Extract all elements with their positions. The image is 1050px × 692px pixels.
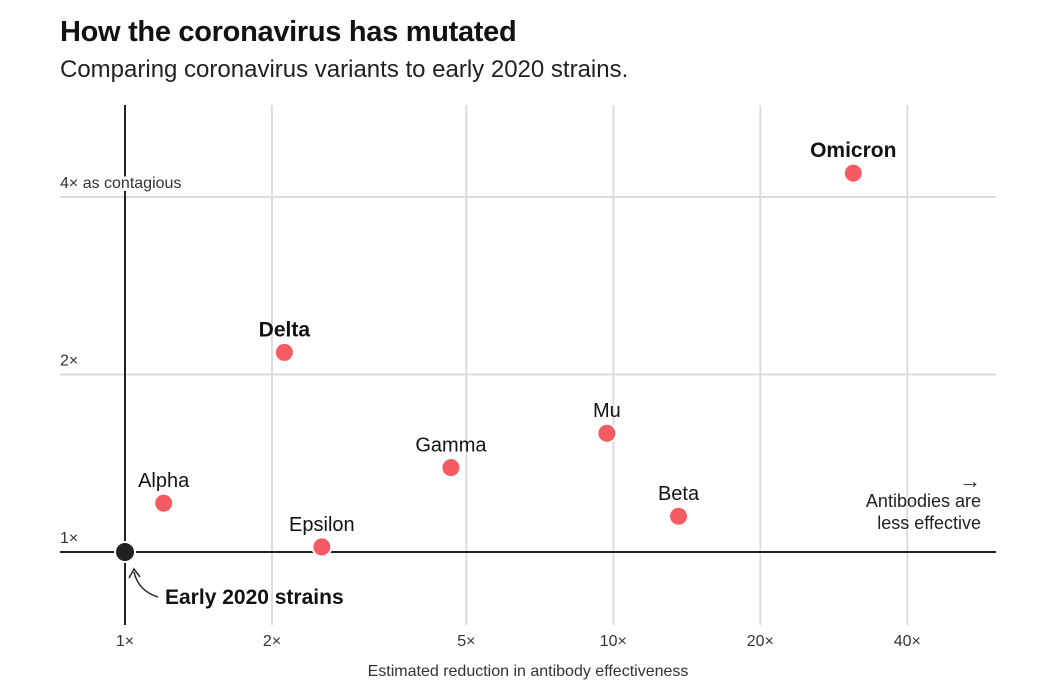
point-gamma	[440, 457, 462, 479]
point-early-2020	[114, 541, 136, 563]
x-tick-label: 5×	[457, 633, 475, 650]
x-tick-label: 20×	[747, 633, 774, 650]
point-label-omicron: Omicron	[810, 139, 896, 162]
x-tick-label: 40×	[894, 633, 921, 650]
point-label-mu: Mu	[593, 400, 621, 422]
y-tick-label: 2×	[60, 353, 78, 370]
x-tick-label: 10×	[600, 633, 627, 650]
y-tick-label: 4× as contagious	[60, 175, 181, 192]
chart-title: How the coronavirus has mutated	[60, 16, 517, 48]
right-arrow-icon: →	[959, 468, 981, 493]
curved-arrow-icon	[133, 571, 159, 598]
y-tick-label: 1×	[60, 530, 78, 547]
baseline-label: Early 2020 strains	[165, 586, 344, 609]
x-tick-label: 1×	[116, 633, 134, 650]
arrowhead-icon	[128, 567, 141, 579]
point-omicron	[842, 162, 864, 184]
point-label-alpha: Alpha	[138, 470, 190, 492]
chart-subtitle: Comparing coronavirus variants to early …	[60, 56, 629, 83]
point-delta	[273, 341, 295, 363]
annotation-line-1: Antibodies are	[866, 491, 981, 511]
point-label-beta: Beta	[658, 483, 700, 505]
x-tick-label: 2×	[263, 633, 281, 650]
point-label-delta: Delta	[259, 318, 311, 341]
point-mu	[596, 422, 618, 444]
point-epsilon	[311, 536, 333, 558]
point-beta	[668, 505, 690, 527]
annotation-line-2: less effective	[877, 513, 981, 533]
x-axis-label: Estimated reduction in antibody effectiv…	[368, 663, 689, 680]
point-alpha	[153, 492, 175, 514]
point-label-gamma: Gamma	[415, 435, 487, 457]
point-label-epsilon: Epsilon	[289, 514, 355, 536]
